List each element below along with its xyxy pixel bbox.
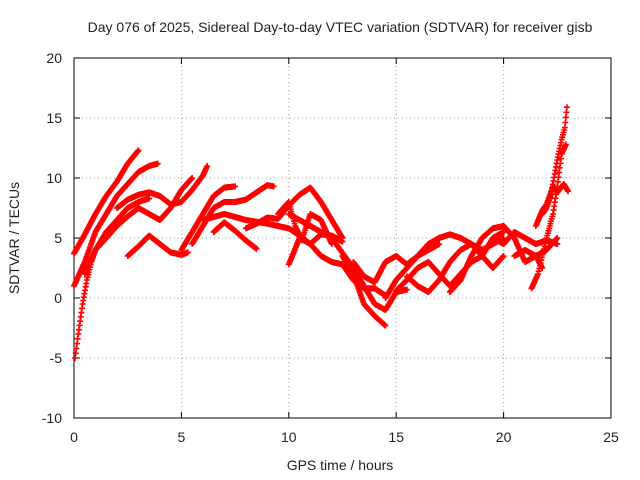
data-point <box>554 235 561 241</box>
series-trace-5 <box>124 232 191 259</box>
data-point <box>500 229 507 235</box>
series-trace-22 <box>511 247 546 271</box>
data-point <box>562 141 569 148</box>
chart-title: Day 076 of 2025, Sidereal Day-to-day VTE… <box>88 19 593 35</box>
data-point <box>382 322 389 329</box>
y-tick-label: 20 <box>46 50 62 66</box>
y-tick-label: -10 <box>42 410 62 426</box>
y-tick-label: 15 <box>46 110 62 126</box>
series-trace-3 <box>72 195 153 361</box>
data-point <box>135 147 142 154</box>
series-trace-1 <box>71 147 142 257</box>
data-point <box>270 183 277 190</box>
y-tick-label: 5 <box>54 230 62 246</box>
data-point <box>184 249 191 256</box>
data-point <box>436 241 443 247</box>
data-point <box>232 183 239 190</box>
y-axis-label: SDTVAR / TECUs <box>6 182 22 294</box>
y-tick-label: 10 <box>46 170 62 186</box>
series-trace-18 <box>403 241 507 295</box>
x-tick-label: 20 <box>496 429 512 445</box>
data-point <box>154 160 161 167</box>
data-point <box>565 188 572 195</box>
data-point <box>403 286 410 293</box>
data-point <box>563 109 570 116</box>
series-trace-15 <box>339 253 389 329</box>
series-trace-19 <box>382 231 507 301</box>
series-trace-4 <box>81 175 196 277</box>
data-point <box>339 235 346 241</box>
series-trace-9 <box>210 219 260 252</box>
series-trace-25 <box>532 181 572 229</box>
data-point <box>500 235 507 241</box>
data-point <box>500 253 507 259</box>
series-trace-8 <box>178 183 239 253</box>
data-point <box>253 245 260 252</box>
x-tick-label: 0 <box>70 429 78 445</box>
data-point <box>562 114 569 121</box>
data-point <box>189 175 196 181</box>
series-trace-6 <box>113 163 211 211</box>
series-trace-11 <box>242 184 346 241</box>
data-point <box>562 119 569 126</box>
data-point <box>563 104 570 111</box>
x-tick-label: 25 <box>603 429 619 445</box>
x-axis-label: GPS time / hours <box>287 457 394 473</box>
data-point <box>561 124 568 131</box>
x-tick-label: 5 <box>178 429 186 445</box>
x-tick-label: 15 <box>388 429 404 445</box>
data-point <box>204 163 211 169</box>
data-points <box>71 104 572 361</box>
series-trace-21 <box>489 229 561 247</box>
x-axis: 0 5 10 15 20 25 <box>70 58 619 445</box>
data-point <box>554 241 561 247</box>
series-trace-23 <box>528 141 569 292</box>
y-tick-label: 0 <box>54 290 62 306</box>
data-point <box>146 195 153 202</box>
series-trace-2 <box>71 160 161 289</box>
series-trace-7 <box>189 182 277 247</box>
x-tick-label: 10 <box>281 429 297 445</box>
y-tick-label: -5 <box>50 350 63 366</box>
